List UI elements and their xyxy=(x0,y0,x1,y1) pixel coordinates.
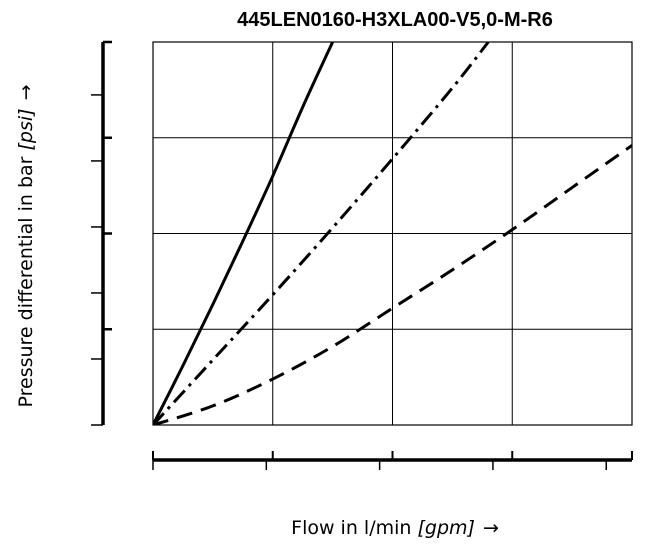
y-axis-title-text: Pressure differential in bar xyxy=(15,150,37,407)
series-lines xyxy=(153,42,632,425)
y-axis-title-unit: [psi] xyxy=(15,108,37,150)
x-axis-title: Flow in l/min [gpm] → xyxy=(291,517,499,539)
axes xyxy=(91,40,633,470)
y-axis-title-arrow: → xyxy=(15,84,37,100)
series-line-solid xyxy=(153,42,334,425)
grid-lines xyxy=(153,42,632,425)
x-axis-title-text: Flow in l/min xyxy=(291,517,417,539)
x-axis-title-arrow: → xyxy=(483,517,499,539)
x-axis-title-unit: [gpm] xyxy=(417,517,474,539)
plot-frame xyxy=(152,41,633,426)
series-line-dashed xyxy=(153,144,632,425)
series-line-dash-dot xyxy=(153,42,490,425)
y-axis-title: Pressure differential in bar [psi] → xyxy=(15,84,37,407)
chart-title: 445LEN0160-H3XLA00-V5,0-M-R6 xyxy=(237,9,553,31)
